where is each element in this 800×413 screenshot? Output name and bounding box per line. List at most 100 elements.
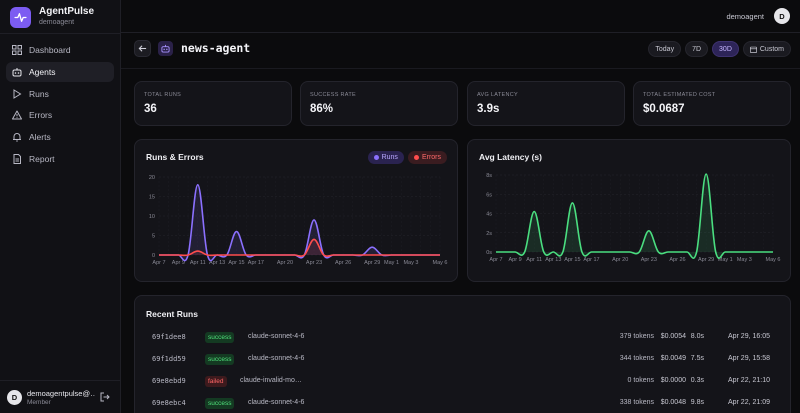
run-latency: 7.5s (690, 355, 704, 362)
run-time: Apr 29, 15:58 (727, 355, 770, 362)
table-row[interactable]: 69e8ebd9 failed claude-invalid-mo… 0 tok… (135, 374, 790, 390)
stat-value: $0.0687 (643, 103, 685, 115)
avatar[interactable]: D (7, 390, 22, 405)
series-area-0 (496, 174, 773, 259)
series-line-1 (158, 238, 440, 258)
x-tick-label: Apr 7 (489, 257, 502, 263)
table-row[interactable]: 69e8ebc4 success claude-sonnet-4-6 338 t… (135, 396, 790, 412)
y-tick-label: 4s (486, 212, 492, 218)
pulse-logo-icon (10, 6, 31, 28)
stat-avg-latency: AVG LATENCY 3.9s (467, 81, 625, 126)
chart-legend: Runs Errors (364, 151, 447, 164)
x-tick-label: Apr 23 (306, 260, 322, 266)
chart-title: Avg Latency (s) (479, 152, 542, 162)
stat-label: AVG LATENCY (477, 92, 518, 98)
range-today-button[interactable]: Today (648, 41, 682, 57)
brand[interactable]: AgentPulse demoagent (10, 6, 94, 28)
x-tick-label: Apr 7 (152, 260, 165, 266)
sidebar-item-label: Dashboard (29, 45, 71, 55)
stat-value: 36 (144, 103, 157, 115)
stat-value: 3.9s (477, 103, 500, 115)
x-tick-label: Apr 9 (509, 257, 522, 263)
status-badge: failed (205, 376, 227, 387)
stat-label: TOTAL ESTIMATED COST (643, 92, 716, 98)
user-box: D demoagentpulse@… Member (0, 380, 120, 413)
logout-icon[interactable] (100, 392, 110, 402)
x-tick-label: Apr 29 (698, 257, 714, 263)
x-tick-label: May 3 (737, 257, 752, 263)
top-avatar[interactable]: D (774, 8, 790, 24)
range-custom-label: Custom (759, 45, 784, 53)
y-tick-label: 0 (152, 253, 155, 259)
org-name: demoagent (39, 19, 75, 26)
runs-errors-panel: Runs & Errors Runs Errors 0 5 10 15 20 Apr 7 A… (134, 139, 458, 282)
legend-label: Runs (381, 154, 398, 161)
x-tick-label: Apr 17 (583, 257, 599, 263)
section-title: Recent Runs (146, 309, 198, 319)
x-tick-label: May 6 (433, 260, 448, 266)
y-tick-label: 2s (486, 231, 492, 237)
run-tokens: 344 tokens (619, 355, 654, 362)
range-7d-button[interactable]: 7D (685, 41, 709, 57)
x-tick-label: Apr 20 (277, 260, 293, 266)
legend-dot (373, 155, 379, 160)
x-tick-label: Apr 17 (248, 260, 264, 266)
legend-runs[interactable]: Runs (367, 151, 404, 164)
table-row[interactable]: 69f1dee8 success claude-sonnet-4-6 379 t… (135, 330, 790, 346)
run-cost: $0.0048 (660, 399, 686, 406)
sidebar-item-dashboard[interactable]: Dashboard (6, 40, 114, 60)
status-badge: success (205, 354, 235, 365)
x-tick-label: Apr 23 (641, 257, 657, 263)
run-id: 69e8ebc4 (152, 399, 186, 407)
y-tick-label: 10 (149, 214, 155, 220)
y-tick-label: 6s (486, 192, 492, 198)
stat-label: TOTAL RUNS (144, 92, 182, 98)
run-tokens: 0 tokens (627, 377, 654, 384)
sidebar-item-runs[interactable]: Runs (6, 84, 114, 104)
header-divider (121, 68, 800, 69)
run-id: 69e8ebd9 (152, 377, 186, 385)
x-tick-label: Apr 13 (209, 260, 225, 266)
run-time: Apr 22, 21:10 (727, 377, 770, 384)
run-model: claude-invalid-mo… (240, 377, 302, 384)
run-time: Apr 29, 16:05 (727, 333, 770, 340)
sidebar-item-errors[interactable]: Errors (6, 105, 114, 125)
alert-triangle-icon (12, 110, 22, 120)
sidebar-item-report[interactable]: Report (6, 149, 114, 169)
run-model: claude-sonnet-4-6 (248, 333, 305, 340)
series-line-0 (496, 173, 773, 259)
run-latency: 0.3s (690, 377, 704, 384)
legend-errors[interactable]: Errors (407, 151, 447, 164)
sidebar-item-agents[interactable]: Agents (6, 61, 114, 82)
run-cost: $0.0054 (660, 333, 686, 340)
run-model: claude-sonnet-4-6 (248, 355, 305, 362)
y-tick-label: 5 (152, 234, 155, 240)
x-tick-label: May 3 (403, 260, 418, 266)
x-tick-label: Apr 26 (669, 257, 685, 263)
legend-label: Errors (421, 154, 441, 161)
run-tokens: 338 tokens (619, 399, 654, 406)
run-latency: 8.0s (690, 333, 704, 340)
x-tick-label: May 1 (718, 257, 733, 263)
back-button[interactable] (134, 40, 151, 57)
sidebar-item-alerts[interactable]: Alerts (6, 127, 114, 147)
topbar: demoagent D (121, 0, 800, 33)
grid-icon (12, 45, 22, 55)
run-tokens: 379 tokens (619, 333, 654, 340)
y-tick-label: 20 (149, 175, 155, 181)
run-id: 69f1dd59 (152, 355, 186, 363)
range-custom-button[interactable]: Custom (742, 41, 791, 57)
file-icon (12, 153, 22, 164)
status-badge: success (205, 332, 235, 343)
stat-label: SUCCESS RATE (310, 92, 356, 98)
app-name: AgentPulse (39, 6, 95, 17)
sidebar-nav: Dashboard Agents Runs Errors Alerts Repo… (6, 40, 114, 171)
run-id: 69f1dee8 (152, 333, 186, 341)
sidebar-item-label: Agents (29, 66, 56, 77)
sidebar-divider (0, 33, 120, 34)
table-row[interactable]: 69f1dd59 success claude-sonnet-4-6 344 t… (135, 352, 790, 368)
range-30d-button[interactable]: 30D (712, 41, 739, 57)
page-header: news-agent Today 7D 30D Custom (134, 40, 800, 60)
runs-errors-chart: 0 5 10 15 20 Apr 7 Apr 9 Apr 11 Apr 13 Apr 15 Apr … (149, 175, 448, 266)
